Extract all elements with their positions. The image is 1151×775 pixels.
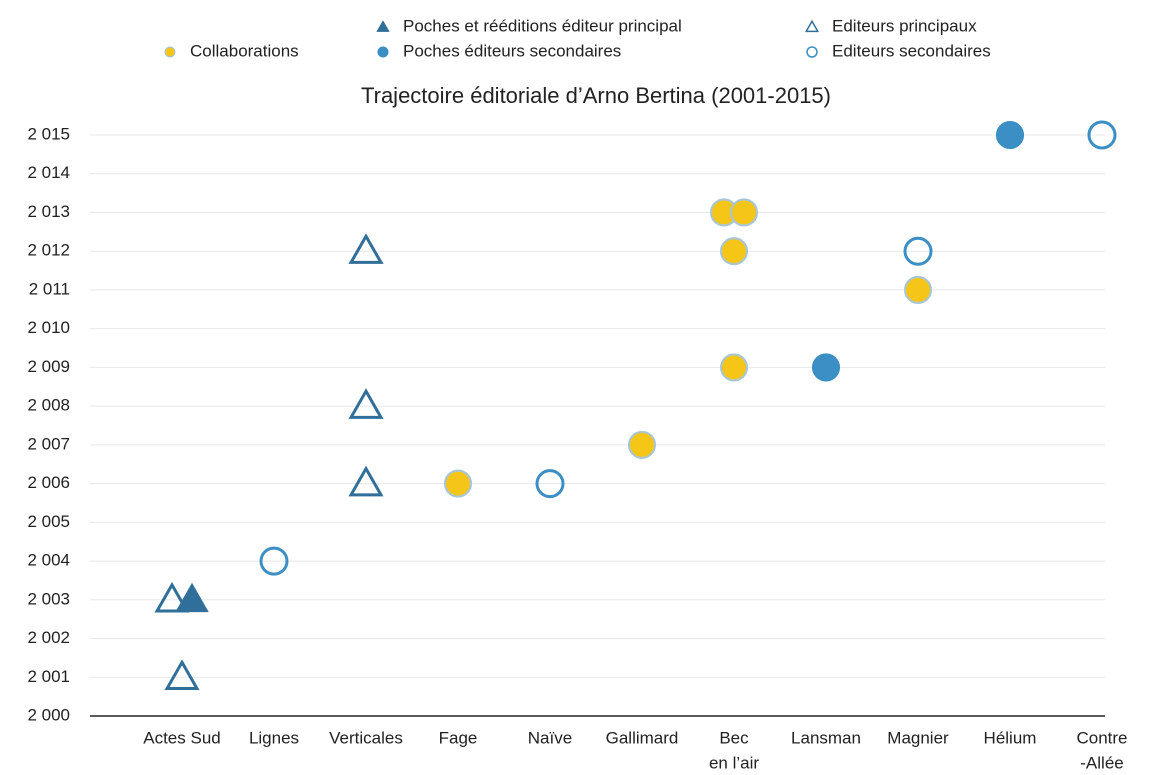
point	[443, 469, 473, 498]
x-tick-label: Fage	[439, 728, 478, 747]
point	[175, 582, 209, 613]
y-tick-label: 2 008	[27, 396, 70, 415]
point	[164, 659, 200, 690]
y-tick-label: 2 001	[27, 667, 70, 686]
x-tick-label: Naïve	[528, 728, 572, 747]
point	[719, 237, 749, 266]
point	[348, 465, 384, 497]
legend-label: Collaborations	[190, 41, 299, 60]
legend-label: Poches éditeurs secondaires	[403, 41, 621, 60]
x-tick-label: Lansman	[791, 728, 861, 747]
y-tick-label: 2 014	[27, 163, 70, 182]
point	[811, 353, 841, 382]
legend-marker	[804, 19, 820, 33]
y-tick-label: 2 011	[29, 279, 70, 298]
x-tick-label: Magnier	[887, 728, 949, 747]
x-tick-label: Verticales	[329, 728, 403, 747]
legend-marker	[376, 20, 390, 32]
x-tick-label: Hélium	[984, 728, 1037, 747]
y-tick-label: 2 000	[27, 705, 70, 724]
legend-label: Editeurs secondaires	[832, 41, 991, 60]
y-tick-label: 2 006	[27, 473, 70, 492]
point	[719, 353, 749, 382]
point	[903, 236, 933, 266]
chart-title: Trajectoire éditoriale d’Arno Bertina (2…	[361, 83, 831, 108]
y-tick-label: 2 004	[27, 551, 70, 570]
point	[995, 120, 1025, 150]
x-tick-label: Lignes	[249, 728, 299, 747]
y-tick-label: 2 003	[27, 589, 70, 608]
y-tick-label: 2 015	[27, 124, 70, 143]
y-tick-label: 2 005	[27, 512, 70, 531]
point	[259, 546, 289, 576]
legend-label: Editeurs principaux	[832, 16, 977, 35]
point	[154, 581, 190, 613]
legend-marker	[806, 46, 818, 58]
point	[1087, 120, 1117, 150]
point	[729, 198, 759, 227]
y-tick-label: 2 002	[27, 628, 70, 647]
x-tick-label: Contre	[1076, 728, 1127, 747]
point	[535, 469, 565, 499]
point	[903, 275, 933, 304]
x-tick-label: Bec	[719, 728, 749, 747]
legend-marker	[377, 46, 389, 58]
y-tick-label: 2 009	[27, 357, 70, 376]
y-tick-label: 2 012	[27, 241, 70, 260]
legend-label: Poches et rééditions éditeur principal	[403, 16, 682, 35]
point	[348, 388, 384, 419]
point	[627, 430, 657, 459]
y-tick-label: 2 013	[27, 202, 70, 221]
x-tick-label: -Allée	[1080, 753, 1123, 772]
point	[348, 233, 384, 264]
x-tick-label: Gallimard	[606, 728, 679, 747]
legend-marker	[164, 46, 176, 58]
y-tick-label: 2 010	[27, 318, 70, 337]
x-tick-label: en l’air	[709, 753, 759, 772]
x-tick-label: Actes Sud	[143, 728, 221, 747]
y-tick-label: 2 007	[27, 434, 70, 453]
